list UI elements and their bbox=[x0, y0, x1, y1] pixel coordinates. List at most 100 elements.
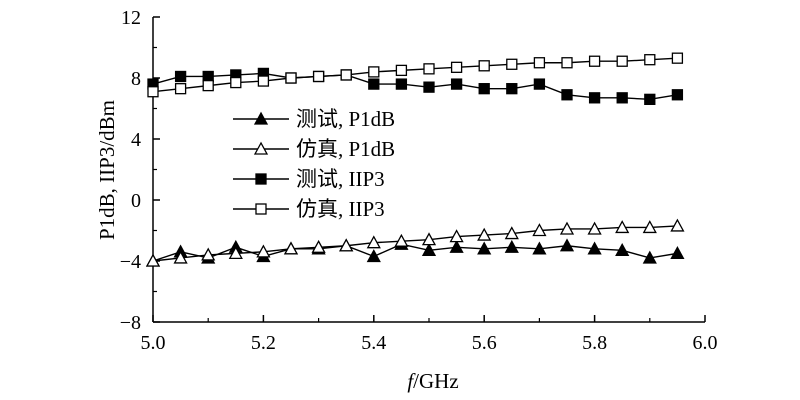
data-point bbox=[311, 239, 326, 253]
data-point bbox=[506, 58, 518, 70]
data-point bbox=[616, 92, 628, 104]
data-point bbox=[145, 253, 161, 267]
data-point bbox=[147, 86, 159, 98]
data-point bbox=[504, 226, 519, 240]
legend-marker bbox=[255, 203, 267, 215]
data-point bbox=[533, 78, 546, 90]
data-point bbox=[670, 246, 685, 260]
legend-marker bbox=[255, 173, 267, 185]
data-point bbox=[174, 83, 187, 95]
data-point bbox=[312, 70, 325, 83]
legend-label: 仿真, P1dB bbox=[296, 137, 395, 161]
data-point bbox=[670, 218, 685, 232]
legend-item: 测试, IIP3 bbox=[233, 167, 385, 191]
data-point bbox=[478, 60, 490, 72]
data-point bbox=[421, 242, 437, 256]
data-point bbox=[587, 241, 602, 255]
data-point bbox=[257, 75, 270, 87]
data-point bbox=[366, 235, 381, 249]
y-tick-label: −4 bbox=[120, 251, 141, 273]
data-point bbox=[506, 83, 518, 95]
data-point bbox=[450, 78, 463, 90]
y-tick-label: 12 bbox=[121, 7, 141, 29]
data-point bbox=[615, 220, 630, 234]
data-point bbox=[228, 246, 243, 260]
y-axis-ticks: 12 8 4 0 −4 −8 bbox=[120, 7, 160, 334]
data-point bbox=[449, 239, 464, 253]
data-point bbox=[202, 79, 214, 92]
x-tick-label: 6.0 bbox=[693, 332, 718, 354]
x-tick-label: 5.8 bbox=[582, 332, 607, 354]
data-point bbox=[644, 93, 656, 105]
data-point bbox=[588, 55, 601, 67]
y-tick-label: −8 bbox=[120, 312, 141, 334]
series-4 bbox=[147, 52, 684, 98]
data-point bbox=[478, 83, 490, 95]
y-tick-label: 0 bbox=[131, 190, 141, 212]
data-point bbox=[421, 232, 437, 246]
legend-label: 测试, IIP3 bbox=[296, 167, 385, 191]
data-point bbox=[283, 241, 299, 255]
data-point bbox=[588, 92, 601, 104]
x-axis-title-italic: f bbox=[407, 369, 416, 393]
data-point bbox=[616, 55, 628, 67]
x-axis-title: f/GHz bbox=[407, 369, 458, 393]
x-axis-title-unit: /GHz bbox=[413, 369, 459, 393]
data-point bbox=[340, 69, 352, 81]
y-axis-title: P1dB, IIP3/dBm bbox=[95, 100, 119, 240]
data-point bbox=[368, 66, 380, 78]
data-point bbox=[561, 89, 573, 101]
data-point bbox=[394, 233, 409, 247]
data-point bbox=[450, 61, 463, 73]
data-point bbox=[423, 63, 435, 75]
data-point bbox=[533, 57, 546, 69]
x-tick-label: 5.2 bbox=[251, 332, 276, 354]
data-point bbox=[395, 64, 408, 77]
data-point bbox=[173, 250, 188, 264]
data-point bbox=[230, 76, 242, 89]
x-axis-ticks: 5.0 5.2 5.4 5.6 5.8 6.0 bbox=[141, 315, 718, 354]
x-tick-label: 5.4 bbox=[361, 332, 386, 354]
legend-item: 仿真, P1dB bbox=[233, 137, 395, 161]
data-point bbox=[477, 241, 492, 255]
legend-marker bbox=[253, 141, 269, 155]
data-point bbox=[532, 241, 547, 255]
series-3 bbox=[147, 67, 684, 105]
y-tick-label: 8 bbox=[131, 68, 141, 90]
legend-item: 仿真, IIP3 bbox=[233, 197, 385, 221]
data-point bbox=[504, 239, 519, 253]
series-layer bbox=[145, 52, 685, 267]
data-point bbox=[339, 238, 354, 252]
data-point bbox=[671, 52, 684, 64]
data-point bbox=[532, 223, 547, 237]
legend-item: 测试, P1dB bbox=[233, 107, 395, 131]
data-point bbox=[477, 227, 492, 241]
series-1 bbox=[145, 236, 685, 267]
data-point bbox=[587, 221, 602, 235]
data-point bbox=[256, 244, 271, 258]
data-point bbox=[559, 221, 575, 235]
legend: 测试, P1dB 仿真, P1dB 测试, IIP3 仿真, IIP3 bbox=[233, 107, 395, 221]
data-point bbox=[285, 72, 297, 84]
legend-label: 仿真, IIP3 bbox=[296, 197, 385, 221]
data-point bbox=[395, 78, 408, 90]
data-point bbox=[423, 81, 435, 93]
data-point bbox=[559, 238, 575, 252]
data-point bbox=[642, 250, 657, 264]
data-point bbox=[449, 229, 464, 243]
x-tick-label: 5.0 bbox=[141, 332, 166, 354]
data-point bbox=[642, 220, 657, 234]
data-point bbox=[644, 54, 656, 66]
data-point bbox=[366, 249, 381, 263]
data-point bbox=[561, 57, 573, 69]
legend-label: 测试, P1dB bbox=[296, 107, 395, 131]
x-tick-label: 5.6 bbox=[472, 332, 497, 354]
data-point bbox=[671, 89, 684, 101]
series-2 bbox=[145, 218, 685, 267]
series-line bbox=[152, 225, 678, 262]
data-point bbox=[202, 70, 214, 83]
data-point bbox=[201, 247, 216, 261]
data-point bbox=[368, 78, 380, 90]
y-tick-label: 4 bbox=[131, 129, 141, 151]
